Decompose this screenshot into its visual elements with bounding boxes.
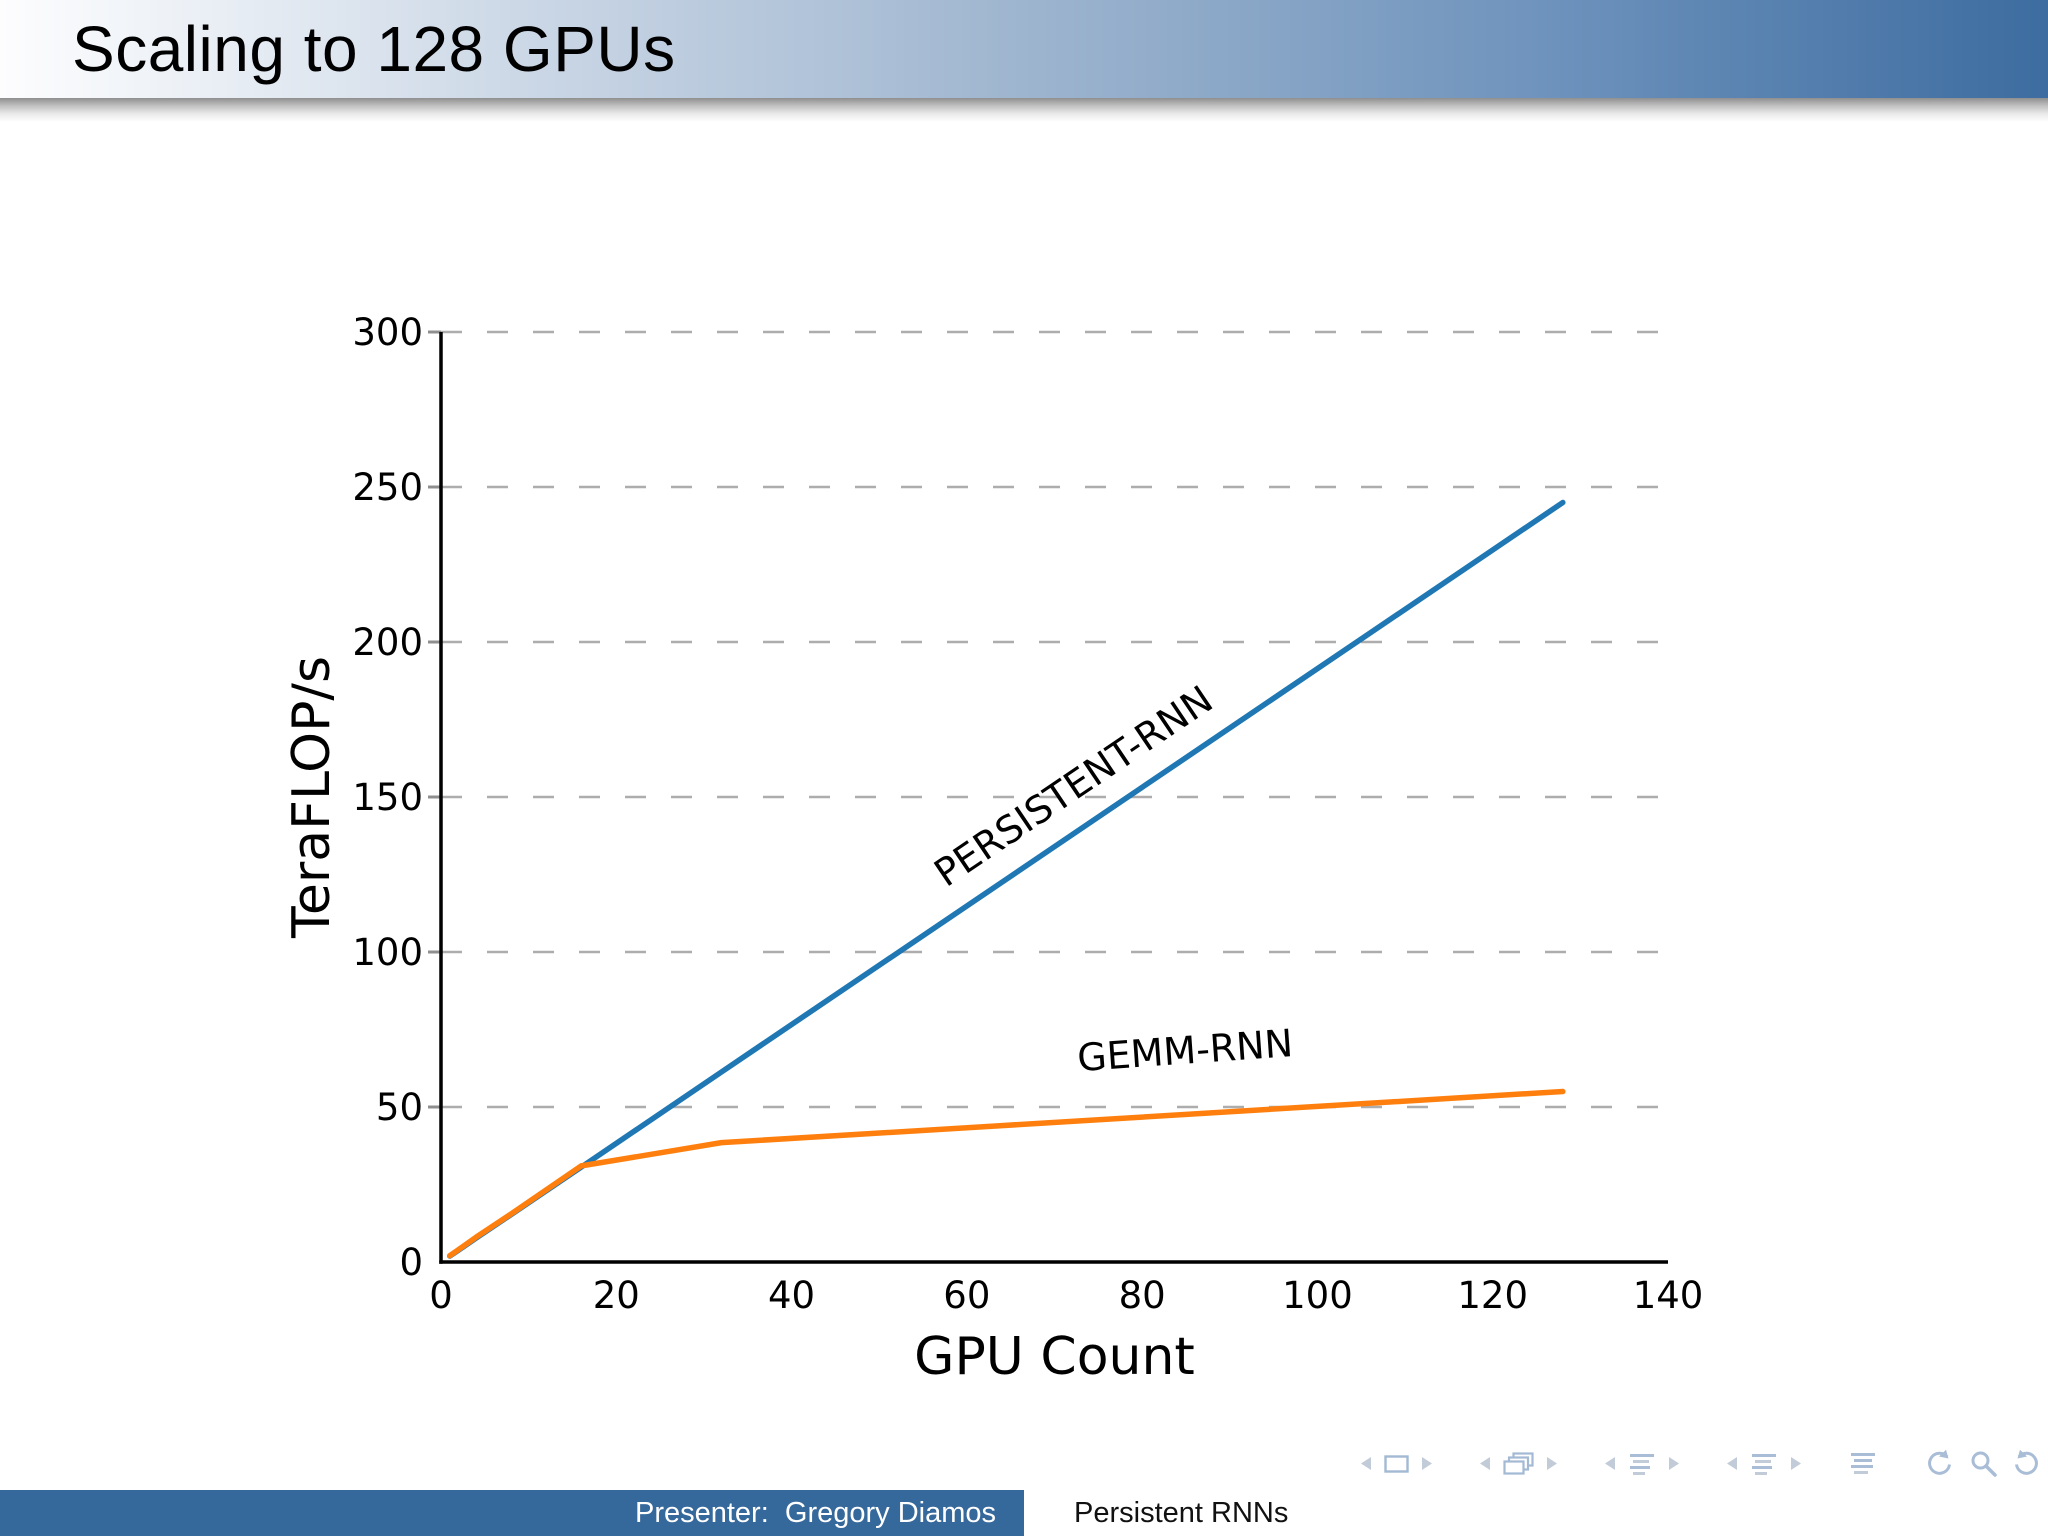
series-line-gemm-rnn: [447, 1088, 1566, 1259]
header-shadow: [0, 98, 2048, 122]
plot-area: 0 50 100 150 200 250 300 0 20 40 60 80 100 120 140 PERS…: [282, 311, 1703, 1387]
y-axis-label: TeraFLOP/s: [282, 656, 342, 939]
x-tick-label: 0: [429, 1274, 453, 1317]
frame-nav: [1479, 1451, 1558, 1476]
y-tick-label: 0: [399, 1241, 423, 1284]
outline-icon[interactable]: [1848, 1451, 1878, 1477]
footer-deck-title: Persistent RNNs: [1074, 1496, 1289, 1529]
series-line-persistent-rnn: [447, 499, 1566, 1259]
prev-arrow-icon[interactable]: [1360, 1456, 1371, 1471]
next-arrow-icon[interactable]: [1547, 1456, 1558, 1471]
next-arrow-icon[interactable]: [1791, 1456, 1802, 1471]
search-icon[interactable]: [1968, 1449, 1998, 1478]
back-icon[interactable]: [1924, 1449, 1955, 1478]
y-tick-label: 200: [352, 621, 423, 664]
prev-arrow-icon[interactable]: [1479, 1456, 1490, 1471]
y-tick-label: 150: [352, 776, 423, 819]
slide-footer: Presenter: Gregory Diamos Persistent RNN…: [0, 1490, 2048, 1536]
x-tick-label: 80: [1119, 1274, 1166, 1317]
series-label-gemm-rnn: GEMM-RNN: [1076, 1021, 1295, 1080]
footer-presenter-cell: Presenter: Gregory Diamos: [0, 1490, 1024, 1536]
utility-nav: [1924, 1449, 2042, 1478]
forward-icon[interactable]: [2011, 1449, 2042, 1478]
footer-presenter-text: Presenter: Gregory Diamos: [634, 1496, 996, 1529]
x-tick-label: 60: [943, 1274, 990, 1317]
slide-icon[interactable]: [1384, 1454, 1409, 1473]
outline-icon[interactable]: [1628, 1452, 1656, 1476]
x-axis-label: GPU Count: [914, 1327, 1195, 1387]
section-nav: [1726, 1452, 1802, 1476]
frames-icon[interactable]: [1503, 1451, 1534, 1476]
x-tick-label: 100: [1282, 1274, 1353, 1317]
presentation-nav: [1848, 1451, 1878, 1477]
next-arrow-icon[interactable]: [1669, 1456, 1680, 1471]
y-tick-label: 50: [376, 1086, 423, 1129]
x-tick-label: 140: [1633, 1274, 1704, 1317]
outline-icon[interactable]: [1750, 1452, 1778, 1476]
prev-arrow-icon[interactable]: [1604, 1456, 1615, 1471]
x-tick-label: 40: [768, 1274, 815, 1317]
prev-arrow-icon[interactable]: [1726, 1456, 1737, 1471]
x-tick-label: 20: [593, 1274, 640, 1317]
y-tick-label: 300: [352, 311, 423, 354]
y-tick-label: 100: [352, 931, 423, 974]
footer-title-cell: Persistent RNNs: [1024, 1490, 2048, 1536]
x-tick-label: 120: [1457, 1274, 1528, 1317]
next-arrow-icon[interactable]: [1422, 1456, 1433, 1471]
slide-nav: [1360, 1454, 1433, 1473]
subsection-nav: [1604, 1452, 1680, 1476]
series-label-persistent-rnn: PERSISTENT-RNN: [926, 677, 1220, 895]
slide-title: Scaling to 128 GPUs: [72, 13, 676, 85]
beamer-nav-bar: [1360, 1449, 2042, 1478]
y-tick-label: 250: [352, 466, 423, 509]
slide-header: Scaling to 128 GPUs: [0, 0, 2048, 98]
